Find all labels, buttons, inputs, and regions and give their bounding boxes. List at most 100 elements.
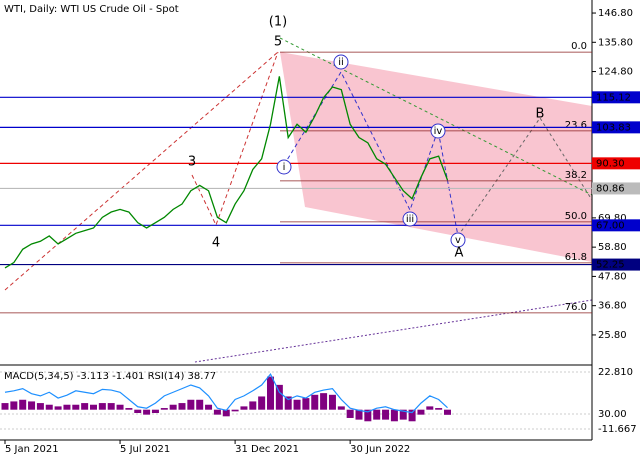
- macd-bar: [36, 403, 44, 410]
- level-box: [592, 182, 640, 195]
- macd-bar: [426, 406, 434, 410]
- macd-bar: [90, 404, 97, 410]
- macd-bar: [187, 399, 195, 410]
- macd-bar: [63, 404, 71, 410]
- macd-bar: [28, 401, 36, 410]
- fib-label: 61.8: [565, 252, 587, 263]
- y-tick-label: 30.00: [598, 409, 627, 420]
- x-tick-label: 5 Jan 2021: [5, 444, 59, 455]
- macd-bar: [54, 406, 62, 410]
- macd-bar: [258, 396, 266, 410]
- macd-bar: [116, 404, 124, 410]
- macd-bar: [178, 403, 186, 410]
- fib-label: 50.0: [565, 211, 587, 222]
- fib-label: 0.0: [571, 41, 587, 52]
- fib-label: 23.6: [565, 120, 587, 131]
- y-tick-label: -11.667: [598, 424, 637, 435]
- level-box: [592, 91, 640, 104]
- wave-label: 5: [274, 35, 282, 50]
- macd-bar: [1, 403, 9, 410]
- macd-bar: [275, 384, 283, 410]
- y-tick-label: 146.80: [598, 8, 633, 19]
- y-tick-label: 25.80: [598, 330, 627, 341]
- chart-title: WTI, Daily: WTI US Crude Oil - Spot: [4, 4, 179, 15]
- trend-line: [279, 37, 593, 196]
- macd-bar: [267, 376, 274, 410]
- y-tick-label: 47.80: [598, 271, 627, 282]
- wave-label: A: [455, 246, 464, 261]
- y-tick-label: 69.80: [598, 213, 627, 224]
- macd-bar: [311, 394, 319, 410]
- trend-line: [4, 51, 279, 291]
- macd-bar: [72, 404, 80, 410]
- x-tick-label: 5 Jul 2021: [120, 444, 170, 455]
- macd-bar: [205, 404, 213, 410]
- y-tick-label: 36.80: [598, 301, 627, 312]
- x-tick-label: 30 Jun 2022: [350, 444, 410, 455]
- wave-label: iv: [434, 126, 443, 137]
- macd-bar: [240, 406, 248, 410]
- level-box: [592, 157, 640, 170]
- level-label: 90.30: [596, 158, 625, 169]
- macd-bar: [19, 399, 27, 410]
- macd-bar: [382, 409, 390, 420]
- y-tick-label: 135.80: [598, 37, 633, 48]
- wave-label: iii: [406, 214, 414, 225]
- macd-bar: [81, 403, 89, 410]
- macd-bar: [302, 398, 310, 410]
- macd-bar: [390, 409, 398, 422]
- rsi-line: [4, 373, 448, 414]
- macd-bar: [337, 406, 345, 410]
- wave-label: B: [536, 107, 545, 122]
- macd-bar: [231, 409, 239, 412]
- macd-bar: [160, 408, 168, 410]
- macd-bar: [222, 409, 230, 417]
- level-box: [592, 258, 640, 271]
- macd-bar: [249, 401, 257, 410]
- macd-bar: [143, 409, 151, 415]
- level-label: 103.83: [596, 122, 631, 133]
- trend-line: [194, 299, 593, 363]
- macd-bar: [169, 404, 177, 410]
- level-label: 115.12: [596, 92, 631, 103]
- macd-bar: [364, 409, 372, 422]
- price-line: [4, 76, 449, 269]
- level-label: 80.86: [596, 183, 625, 194]
- wave-label: i: [283, 162, 286, 173]
- wave-label: 4: [212, 236, 220, 251]
- fib-label: 38.2: [565, 170, 587, 181]
- macd-bar: [435, 408, 443, 410]
- macd-bar: [213, 409, 221, 415]
- y-tick-label: 22.810: [598, 367, 633, 378]
- macd-bar: [444, 409, 451, 415]
- macd-bar: [125, 408, 133, 410]
- wave-circle: [276, 159, 292, 175]
- macd-bar: [417, 409, 425, 415]
- macd-bar: [10, 401, 18, 410]
- wave-label: v: [455, 235, 461, 246]
- wave-circle: [430, 123, 446, 139]
- y-tick-label: 124.80: [598, 67, 633, 78]
- wave-label: 3: [188, 155, 196, 170]
- macd-bar: [151, 409, 159, 414]
- macd-bar: [328, 394, 336, 410]
- wave-label: ii: [338, 57, 344, 68]
- indicator-label: MACD(5,34,5) -3.113 -1.401 RSI(14) 38.77: [4, 371, 216, 382]
- macd-bar: [320, 393, 328, 410]
- level-label: 67.00: [596, 220, 625, 231]
- x-tick-label: 31 Dec 2021: [235, 444, 299, 455]
- wave-line: [283, 70, 459, 237]
- macd-bar: [293, 399, 301, 410]
- y-tick-label: 58.80: [598, 242, 627, 253]
- level-box: [592, 121, 640, 134]
- level-label: 52.25: [596, 260, 625, 271]
- macd-bar: [399, 409, 407, 420]
- macd-bar: [346, 409, 354, 418]
- wave-label: (1): [269, 15, 287, 30]
- macd-bar: [107, 403, 115, 410]
- level-box: [592, 219, 640, 232]
- wave-circle: [450, 232, 466, 248]
- wave-circle: [333, 54, 349, 70]
- macd-bar: [134, 409, 142, 414]
